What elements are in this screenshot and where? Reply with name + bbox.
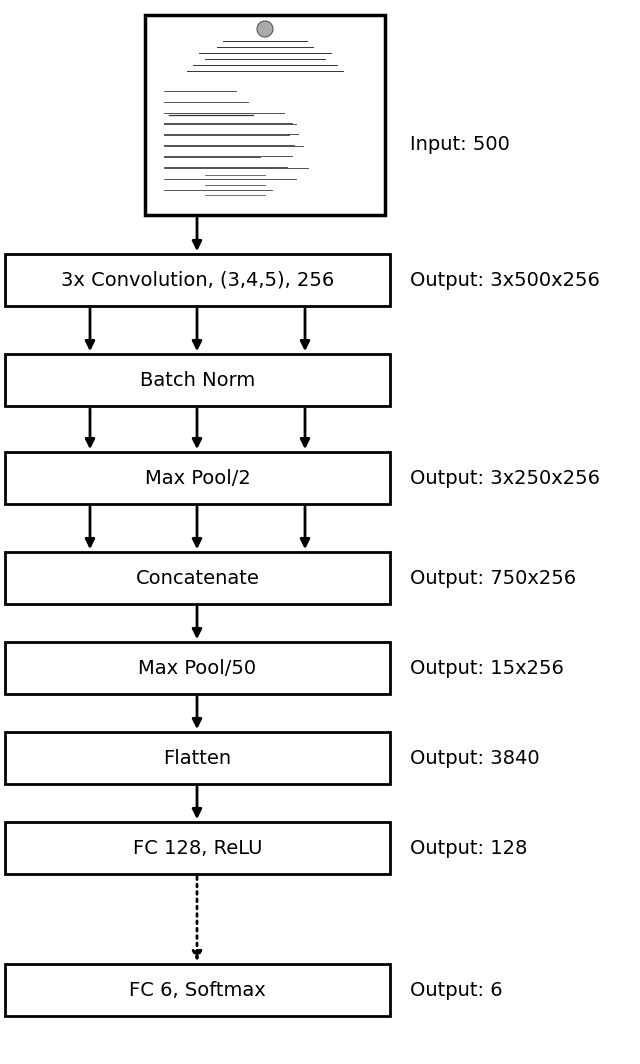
Bar [145, 15, 385, 215]
Text: Input: 500: Input: 500 [410, 135, 510, 154]
Bar [5, 254, 390, 306]
Bar [5, 452, 390, 504]
Text: Output: 3x500x256: Output: 3x500x256 [410, 270, 600, 289]
Text: Max Pool/50: Max Pool/50 [138, 659, 257, 678]
Bar [5, 354, 390, 406]
Text: Output: 15x256: Output: 15x256 [410, 659, 564, 678]
Bar [5, 552, 390, 604]
Circle shape [257, 21, 273, 37]
Text: Concatenate: Concatenate [136, 568, 259, 587]
Bar [5, 732, 390, 784]
Text: Output: 3840: Output: 3840 [410, 748, 540, 767]
Text: Output: 3x250x256: Output: 3x250x256 [410, 468, 600, 487]
Text: 3x Convolution, (3,4,5), 256: 3x Convolution, (3,4,5), 256 [61, 270, 334, 289]
Bar [5, 642, 390, 694]
Text: FC 6, Softmax: FC 6, Softmax [129, 981, 266, 999]
Text: Batch Norm: Batch Norm [140, 370, 255, 389]
Text: FC 128, ReLU: FC 128, ReLU [132, 838, 262, 858]
Text: Flatten: Flatten [163, 748, 232, 767]
Text: Output: 128: Output: 128 [410, 838, 527, 858]
Text: Output: 6: Output: 6 [410, 981, 502, 999]
Text: Output: 750x256: Output: 750x256 [410, 568, 576, 587]
Text: Max Pool/2: Max Pool/2 [145, 468, 250, 487]
Bar [5, 822, 390, 874]
Bar [5, 964, 390, 1016]
